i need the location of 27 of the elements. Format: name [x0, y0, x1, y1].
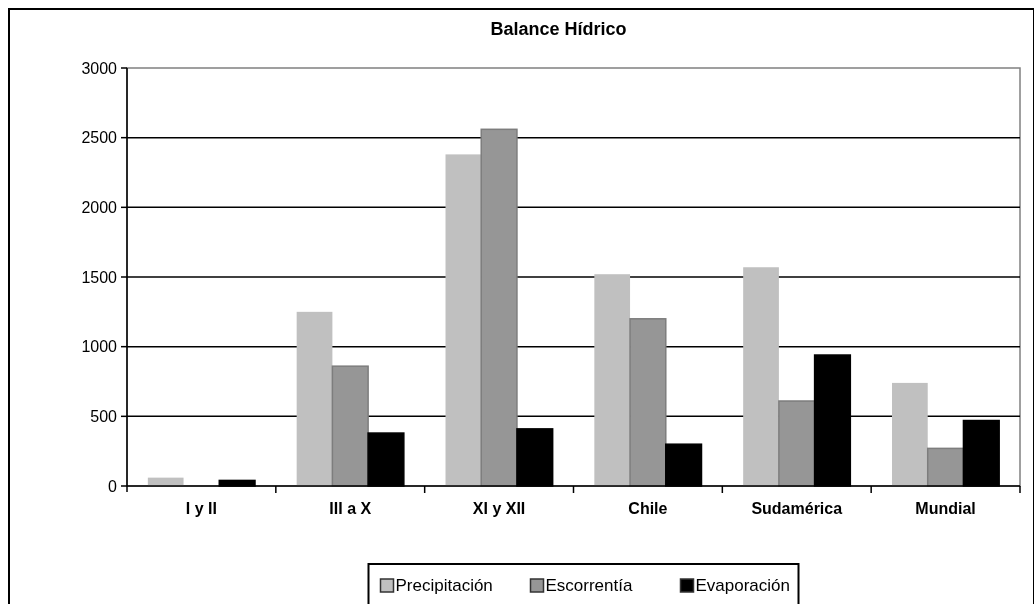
bar [445, 154, 482, 486]
bar [296, 311, 333, 486]
bar [629, 318, 667, 487]
y-tick-label: 0 [108, 477, 118, 495]
bar [892, 382, 928, 486]
x-tick-label: Sudamérica [751, 500, 843, 517]
chart-title: Balance Hídrico [490, 19, 627, 39]
y-tick-label: 2500 [81, 129, 118, 147]
x-tick-label: III a X [329, 500, 372, 517]
bar [594, 274, 631, 486]
y-tick-label: 1500 [81, 268, 118, 286]
bar [778, 400, 816, 487]
y-tick-label: 500 [90, 407, 118, 425]
legend-label: Precipitación [395, 576, 493, 595]
x-tick-label: I y II [185, 500, 217, 517]
bar [926, 447, 965, 487]
y-tick-label: 3000 [81, 59, 118, 77]
x-tick-label: Mundial [915, 500, 976, 517]
bar [743, 267, 779, 486]
bar [480, 128, 518, 487]
legend-label: Escorrentía [545, 576, 633, 595]
bar [331, 365, 369, 487]
x-tick-label: XI y XII [472, 500, 526, 517]
x-tick-label: Chile [628, 500, 668, 517]
legend-label: Evaporación [695, 576, 791, 595]
y-tick-label: 2000 [81, 198, 118, 216]
y-tick-label: 1000 [81, 338, 118, 356]
